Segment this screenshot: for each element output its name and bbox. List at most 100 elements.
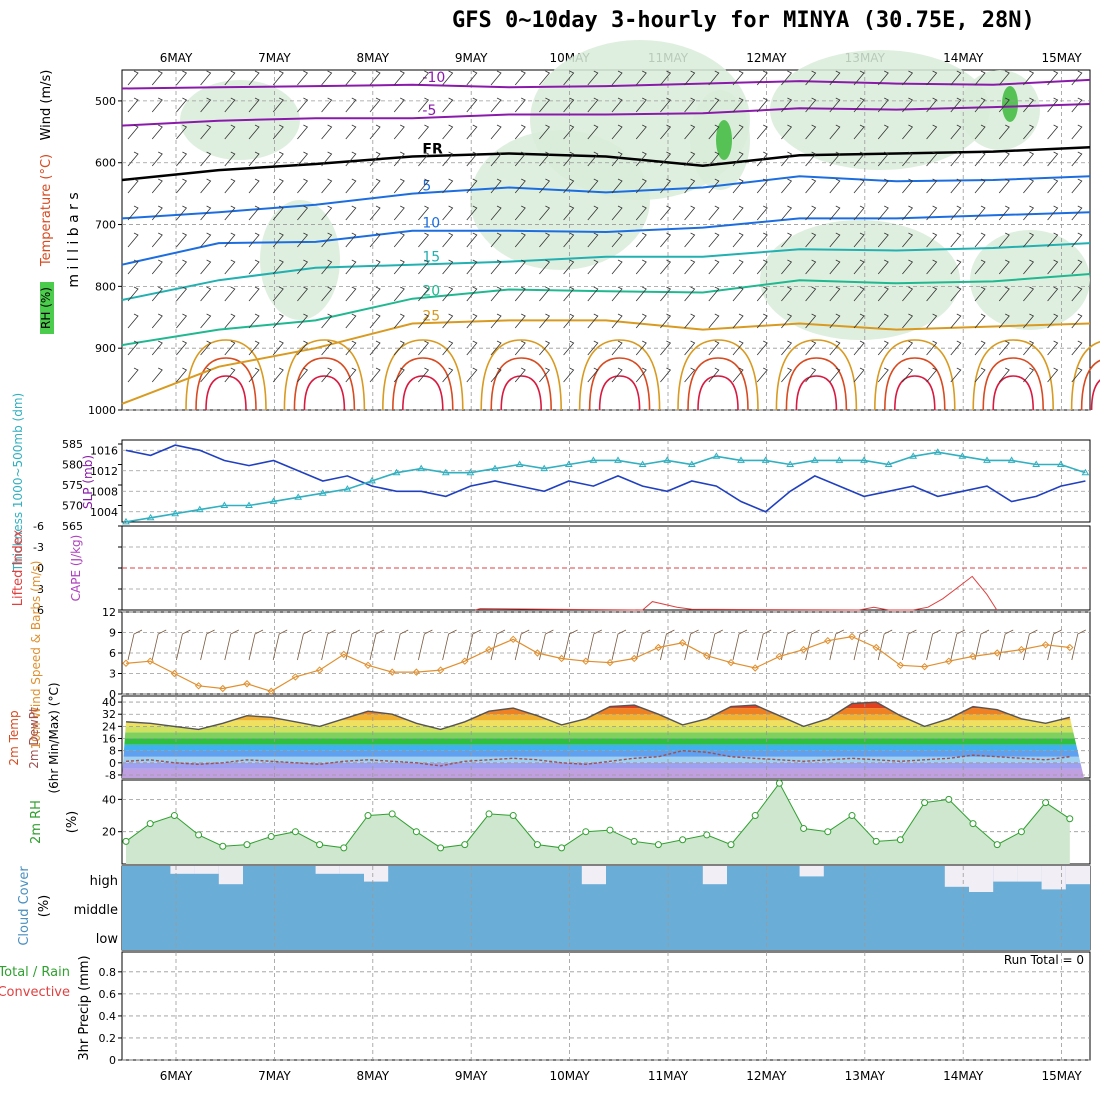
wind-barb bbox=[756, 259, 768, 275]
wind-barb-10m bbox=[635, 629, 651, 661]
wind-barb bbox=[684, 70, 696, 86]
wind-barb bbox=[127, 70, 139, 86]
wind-barb bbox=[877, 232, 889, 248]
wind-speed-marker bbox=[122, 659, 130, 667]
rh-marker bbox=[437, 844, 445, 852]
wind-barb bbox=[563, 313, 575, 329]
warm-contour bbox=[588, 357, 651, 411]
wind-barb bbox=[587, 124, 599, 140]
wind-barb bbox=[345, 367, 357, 383]
wind-barb bbox=[611, 97, 623, 113]
thickness-slp-panel: 565 570 575 580 585 1004 1008 1012 1016 Thicknes… bbox=[11, 393, 1091, 572]
cloud-high-gap bbox=[993, 866, 1018, 882]
wind-barb bbox=[853, 124, 865, 140]
wind-barb bbox=[1023, 259, 1035, 275]
warm-contour bbox=[894, 375, 936, 411]
lifted-tick-label: 6 bbox=[37, 604, 44, 617]
wind-barb bbox=[248, 313, 260, 329]
wind-barb bbox=[248, 232, 260, 248]
wind-barb bbox=[345, 232, 357, 248]
wind-barb bbox=[563, 124, 575, 140]
wind-barb-10m bbox=[151, 629, 167, 661]
wind-barb bbox=[248, 151, 260, 167]
wind-barb-10m bbox=[853, 629, 869, 661]
wind-barb bbox=[950, 151, 962, 167]
wind-barb bbox=[514, 313, 526, 329]
wind-barb bbox=[708, 70, 720, 86]
wind-barb bbox=[902, 232, 914, 248]
wind-barb bbox=[660, 259, 672, 275]
wind-barb bbox=[781, 286, 793, 302]
wind-barb bbox=[297, 232, 309, 248]
wind-barb bbox=[393, 313, 405, 329]
wind-barb bbox=[877, 178, 889, 194]
wind-barb bbox=[660, 151, 672, 167]
wind-barb bbox=[974, 151, 986, 167]
wind-barb bbox=[877, 367, 889, 383]
wind-barb bbox=[1071, 232, 1083, 248]
cloud-high-gap bbox=[1065, 866, 1090, 885]
wind-barb bbox=[442, 178, 454, 194]
thickness-marker bbox=[810, 456, 819, 463]
wind-barb bbox=[926, 151, 938, 167]
contour--10 bbox=[121, 78, 1091, 90]
wind-barb bbox=[635, 151, 647, 167]
wind-barb bbox=[635, 286, 647, 302]
contour-15 bbox=[121, 242, 1091, 301]
day-label-bottom: 9MAY bbox=[455, 1069, 488, 1083]
temp-tick-label: 16 bbox=[102, 733, 116, 746]
wind-barb bbox=[224, 205, 236, 221]
wind-barb bbox=[877, 205, 889, 221]
wind-barb bbox=[926, 367, 938, 383]
wind-barb bbox=[272, 205, 284, 221]
wind-barb bbox=[805, 340, 817, 356]
wind-barb bbox=[974, 70, 986, 86]
thickness-marker bbox=[417, 464, 426, 472]
wind-barb bbox=[732, 340, 744, 356]
wind-barb bbox=[708, 151, 720, 167]
wind-barb bbox=[950, 367, 962, 383]
rh-marker bbox=[993, 841, 1001, 849]
rh-area bbox=[960, 70, 1040, 150]
warm-contour bbox=[283, 339, 366, 411]
wind-barb bbox=[756, 178, 768, 194]
wind-tick-label: 12 bbox=[102, 606, 116, 619]
contour-FR bbox=[121, 146, 1091, 182]
wind-barb bbox=[853, 340, 865, 356]
warm-contour bbox=[1070, 341, 1100, 411]
thickness-marker bbox=[958, 452, 967, 459]
temp-band bbox=[122, 726, 1084, 733]
wind-barb bbox=[902, 124, 914, 140]
wind-barb bbox=[587, 259, 599, 275]
wind-barb bbox=[708, 286, 720, 302]
wind-barb-10m bbox=[200, 629, 215, 661]
temp-band bbox=[122, 720, 1084, 727]
wind-barb bbox=[539, 124, 551, 140]
rh2m-panel: 20 40 2m RH (%) bbox=[29, 779, 1091, 865]
wind-barb bbox=[611, 232, 623, 248]
wind-barb bbox=[345, 70, 357, 86]
wind-barb bbox=[1071, 124, 1083, 140]
wind-speed-marker bbox=[533, 649, 542, 657]
wind-barb bbox=[200, 340, 212, 356]
thickness-marker bbox=[269, 497, 278, 504]
wind-barb bbox=[660, 286, 672, 302]
wind-barb bbox=[1023, 178, 1035, 194]
wind-barb bbox=[635, 367, 647, 383]
wind-barb bbox=[660, 205, 672, 221]
wind-barb bbox=[369, 70, 381, 86]
wind-barb bbox=[998, 70, 1010, 86]
wind-barb-10m bbox=[224, 629, 239, 661]
thickness-marker bbox=[146, 513, 155, 521]
wind-barb bbox=[418, 340, 430, 356]
wind-barb bbox=[684, 313, 696, 329]
wind-barb bbox=[829, 70, 841, 86]
wind-barb bbox=[490, 259, 502, 275]
rh-area bbox=[126, 783, 1070, 864]
wind-barb bbox=[660, 124, 672, 140]
wind-barb bbox=[514, 340, 526, 356]
wind-barb bbox=[635, 178, 647, 194]
wind-barb bbox=[877, 151, 889, 167]
wind-barb bbox=[1023, 313, 1035, 329]
temp-band bbox=[122, 768, 1084, 778]
